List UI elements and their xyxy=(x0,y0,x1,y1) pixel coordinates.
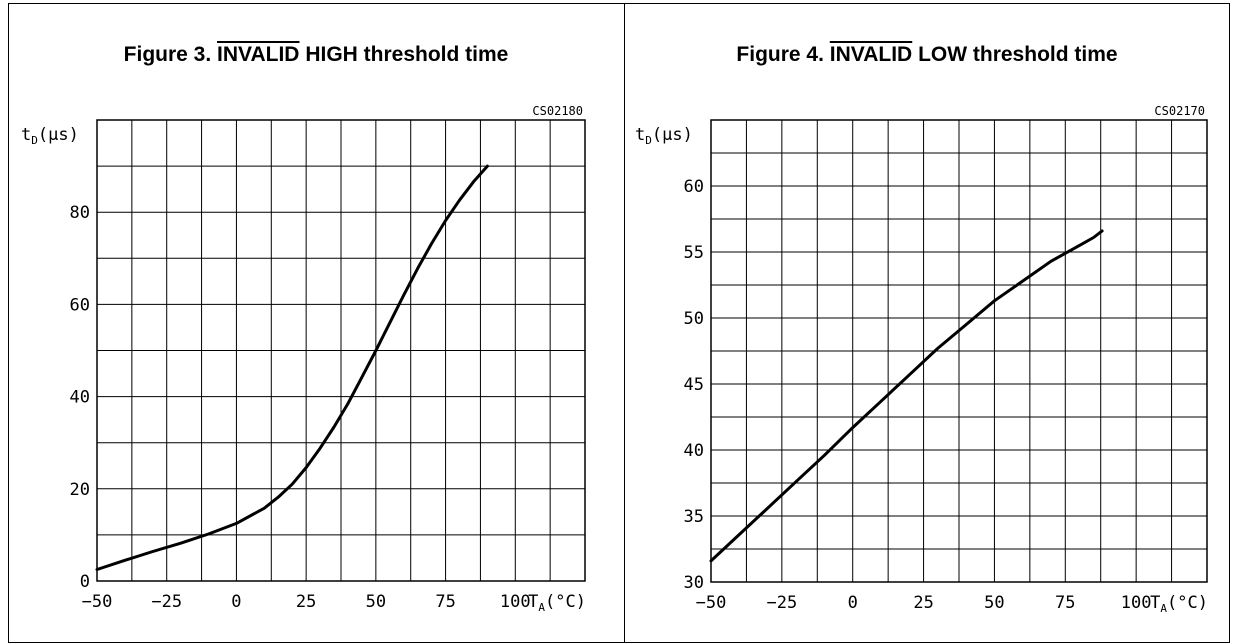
fig3-y-tick-label: 40 xyxy=(70,388,90,408)
figure-4-panel: Figure 4. INVALID LOW threshold time 30 3… xyxy=(624,3,1230,643)
fig4-y-axis-label: tD(µs) xyxy=(635,125,693,147)
fig3-y-tick-label: 80 xyxy=(70,203,90,223)
fig3-y-tick-label: 0 xyxy=(80,572,90,592)
fig3-ref-code: CS02180 xyxy=(532,104,583,118)
fig4-y-tick-label: 50 xyxy=(684,309,704,329)
fig4-x-tick-label: 25 xyxy=(913,593,933,613)
fig4-series-line xyxy=(709,229,1104,563)
fig4-x-tick-label: 0 xyxy=(848,593,858,613)
fig4-x-tick-label: −50 xyxy=(696,593,727,613)
fig4-y-tick-label: 35 xyxy=(684,507,704,527)
figure-4-title-overline: INVALID xyxy=(829,43,913,66)
fig4-x-tick-label: 50 xyxy=(984,593,1004,613)
fig3-series-line xyxy=(95,164,489,571)
fig3-y-tick-label: 20 xyxy=(70,480,90,500)
fig3-x-axis-label: TA(°C) xyxy=(528,592,586,614)
figure-3-title-overline: INVALID xyxy=(217,43,300,66)
fig4-y-tick-label: 45 xyxy=(684,375,704,395)
figure-4-title: Figure 4. INVALID LOW threshold time xyxy=(624,43,1230,67)
fig4-y-tick-label: 60 xyxy=(684,177,704,197)
figure-3-title: Figure 3. INVALID HIGH threshold time xyxy=(8,43,624,67)
fig4-y-tick-label: 55 xyxy=(684,243,704,263)
fig3-x-tick-label: −25 xyxy=(151,592,182,612)
fig3-y-tick-label: 60 xyxy=(70,295,90,315)
fig4-x-tick-label: −25 xyxy=(766,593,797,613)
figure-4-label: Figure 4. xyxy=(736,43,824,66)
fig3-x-tick-label: −50 xyxy=(82,592,113,612)
fig3-x-tick-label: 25 xyxy=(296,592,316,612)
fig3-x-tick-label: 50 xyxy=(366,592,386,612)
fig3-plot-border xyxy=(96,119,586,582)
figure-3-chart: 0 20 40 60 80 −50 −25 0 25 50 75 100 CS02180 tD(µs) TA… xyxy=(21,104,586,614)
fig4-ref-code: CS02170 xyxy=(1154,104,1205,118)
figure-3-panel: Figure 3. INVALID HIGH threshold time 0 2… xyxy=(8,3,624,643)
panel-divider xyxy=(624,3,625,643)
figure-4-chart: 30 35 40 45 50 55 60 −50 −25 0 25 50 75 100 CS02170 tD(… xyxy=(635,104,1208,615)
fig4-plot-border xyxy=(710,119,1208,583)
fig3-x-tick-label: 75 xyxy=(435,592,455,612)
fig3-y-axis-label: tD(µs) xyxy=(21,125,79,147)
figure-3-title-rest: HIGH threshold time xyxy=(299,43,509,66)
fig3-x-tick-label: 0 xyxy=(231,592,241,612)
fig4-x-tick-label: 75 xyxy=(1055,593,1075,613)
fig4-y-tick-label: 30 xyxy=(684,573,704,593)
fig4-y-tick-label: 40 xyxy=(684,441,704,461)
figure-3-label: Figure 3. xyxy=(123,43,212,66)
fig4-x-axis-label: TA(°C) xyxy=(1150,593,1208,615)
fig4-x-tick-label: 100 xyxy=(1121,593,1152,613)
figure-4-title-rest: LOW threshold time xyxy=(912,43,1118,66)
fig3-x-tick-label: 100 xyxy=(500,592,531,612)
